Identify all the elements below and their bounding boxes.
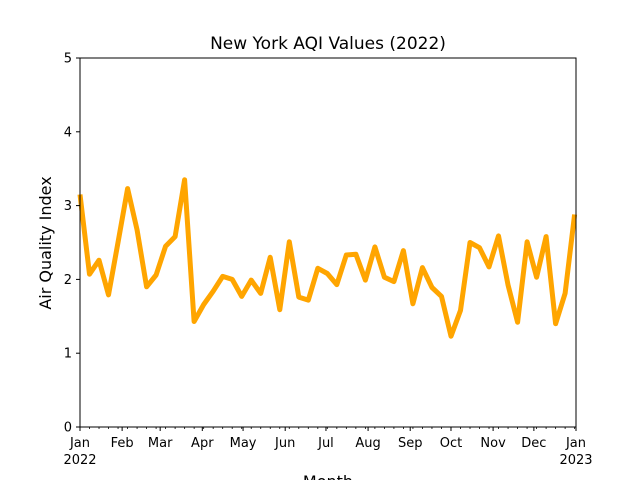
y-tick-label: 3	[64, 199, 72, 214]
x-tick-label: Mar	[148, 436, 173, 451]
chart-title: New York AQI Values (2022)	[210, 34, 446, 54]
x-tick-label: Dec	[521, 436, 546, 451]
x-axis: Jan 2022 Feb Mar Apr May Jun Jul Aug Sep Oct Nov Dec…	[63, 427, 593, 468]
y-tick-label: 4	[64, 125, 72, 140]
series-layer	[77, 177, 578, 339]
x-tick-year-label: 2022	[63, 453, 96, 468]
x-tick-label: Nov	[480, 436, 506, 451]
x-tick-label: Jul	[317, 436, 334, 451]
x-tick-label: Apr	[191, 436, 214, 451]
plot-frame	[79, 57, 577, 428]
x-tick-label: Jan	[565, 436, 586, 451]
y-tick-label: 2	[64, 273, 72, 288]
y-axis: 0 1 2 3 4 5	[64, 52, 80, 436]
x-axis-label: Month	[303, 472, 353, 480]
x-tick-label: May	[230, 436, 257, 451]
x-tick-label: Aug	[355, 436, 380, 451]
x-tick-label: Feb	[111, 436, 134, 451]
y-tick-label: 1	[64, 347, 72, 362]
y-axis-label: Air Quality Index	[36, 176, 55, 309]
x-tick-label: Sep	[398, 436, 423, 451]
series-line-0	[77, 177, 578, 339]
y-tick-label: 5	[64, 52, 72, 67]
x-tick-label: Jan	[69, 436, 90, 451]
y-tick-label: 0	[64, 421, 72, 436]
x-tick-year-label: 2023	[559, 453, 592, 468]
x-tick-label: Jun	[274, 436, 295, 451]
x-tick-label: Oct	[440, 436, 462, 451]
